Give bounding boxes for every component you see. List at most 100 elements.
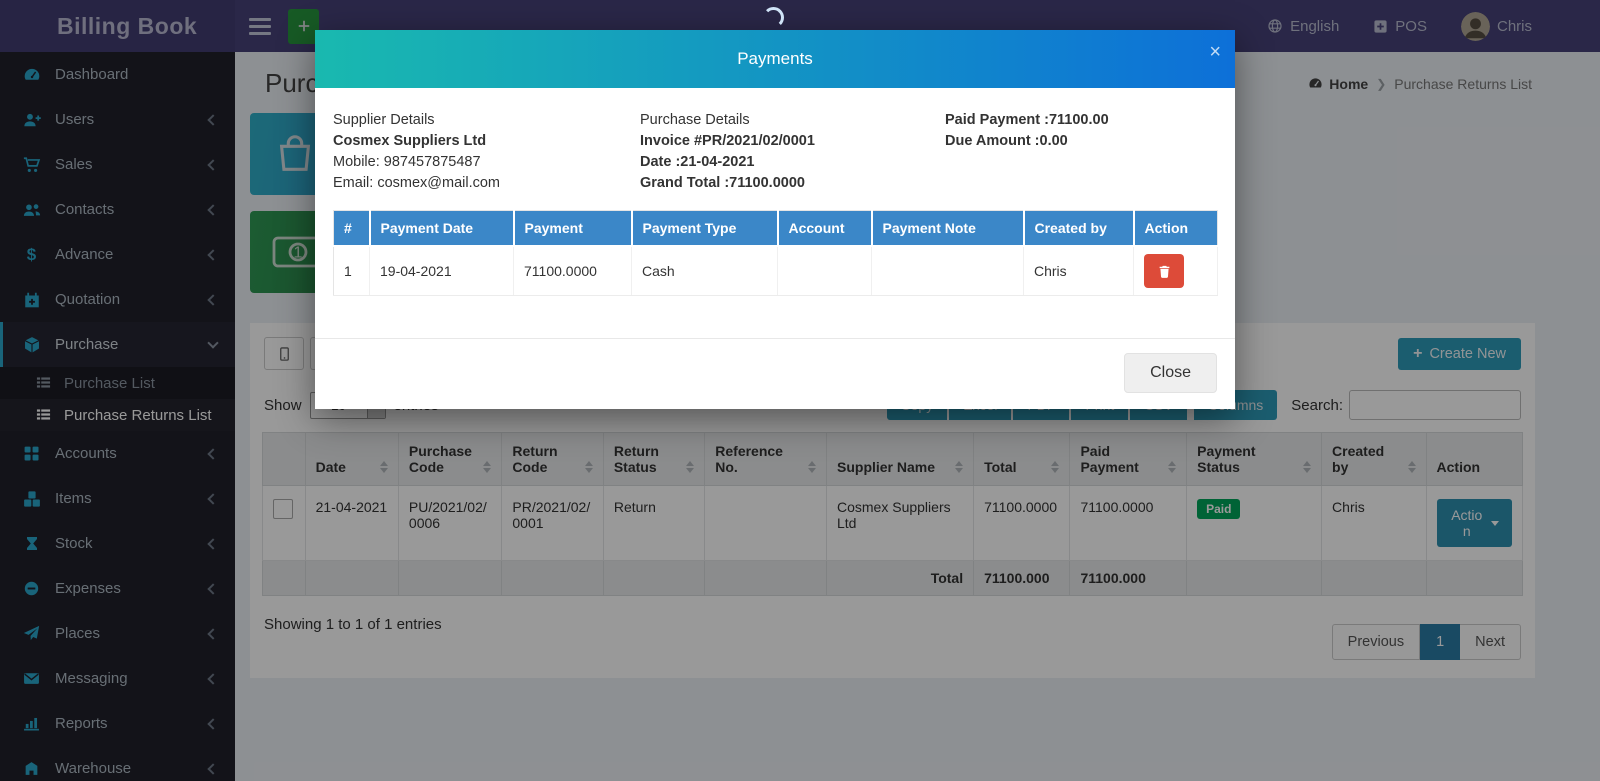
cart-icon — [22, 155, 41, 174]
col-action: Action — [1425, 432, 1524, 486]
cell-total: 71100.0000 — [973, 485, 1071, 561]
show-label: Show — [264, 396, 302, 414]
col-return-status[interactable]: Return Status — [602, 432, 706, 486]
col-purchase-code[interactable]: Purchase Code — [397, 432, 503, 486]
sidebar-item-items[interactable]: Items — [0, 476, 235, 521]
sidebar-item-sales[interactable]: Sales — [0, 142, 235, 187]
col-return-code[interactable]: Return Code — [501, 432, 604, 486]
sidebar-item-purchase-list[interactable]: Purchase List — [0, 367, 235, 399]
sidebar-item-accounts[interactable]: Accounts — [0, 431, 235, 476]
hourglass-icon — [22, 534, 41, 553]
warehouse-icon — [22, 759, 41, 778]
shopping-bag-icon — [279, 135, 311, 171]
svg-text:1: 1 — [294, 245, 303, 262]
minus-circle-icon — [22, 579, 41, 598]
sidebar-item-advance[interactable]: $ Advance — [0, 232, 235, 277]
col-payment: Payment — [512, 210, 632, 247]
purchase-date: Date :21-04-2021 — [640, 154, 755, 170]
sidebar-item-contacts[interactable]: Contacts — [0, 187, 235, 232]
search-label: Search: — [1291, 396, 1343, 414]
col-date[interactable]: Date — [304, 432, 399, 486]
user-plus-icon — [22, 110, 41, 129]
sidebar-label: Advance — [55, 246, 114, 263]
col-created-by: Created by — [1022, 210, 1134, 247]
sidebar-item-users[interactable]: Users — [0, 97, 235, 142]
paper-plane-icon — [22, 624, 41, 643]
total-label: Total — [825, 560, 975, 596]
sort-icon — [1168, 461, 1177, 475]
cell-purchase-code: PU/2021/02/0006 — [397, 485, 503, 561]
user-menu[interactable]: Chris — [1460, 11, 1532, 41]
sidebar-item-purchase-returns-list[interactable]: Purchase Returns List — [0, 399, 235, 431]
sidebar-item-reports[interactable]: Reports — [0, 701, 235, 746]
sidebar-label: Accounts — [55, 445, 117, 462]
sidebar-label: Users — [55, 111, 95, 128]
supplier-details: Supplier Details Cosmex Suppliers Ltd Mo… — [333, 110, 640, 194]
page-1-button[interactable]: 1 — [1420, 624, 1461, 660]
breadcrumb-home-link[interactable]: Home — [1308, 76, 1368, 92]
col-supplier-name[interactable]: Supplier Name — [825, 432, 975, 486]
card-view-button[interactable] — [264, 337, 304, 370]
cell-reference-no — [704, 485, 827, 561]
entries-summary: Showing 1 to 1 of 1 entries — [264, 616, 442, 633]
language-label: English — [1290, 17, 1340, 35]
plus-icon: + — [1413, 344, 1423, 362]
col-total[interactable]: Total — [973, 432, 1071, 486]
supplier-details-heading: Supplier Details — [333, 112, 435, 128]
col-payment-note: Payment Note — [870, 210, 1024, 247]
avatar — [1460, 11, 1490, 41]
invoice-number: Invoice #PR/2021/02/0001 — [640, 133, 815, 149]
list-icon — [36, 375, 52, 391]
sidebar-item-messaging[interactable]: Messaging — [0, 656, 235, 701]
sort-icon — [686, 461, 695, 475]
sidebar-label: Purchase List — [64, 374, 155, 392]
cell-payment-note — [871, 246, 1024, 296]
pos-menu[interactable]: POS — [1373, 18, 1427, 35]
cell-num: 1 — [333, 246, 370, 296]
app-logo[interactable]: Billing Book — [0, 0, 235, 52]
plus-icon — [298, 20, 309, 32]
col-payment-status[interactable]: Payment Status — [1186, 432, 1323, 486]
quick-add-button[interactable] — [288, 8, 319, 44]
supplier-name: Cosmex Suppliers Ltd — [333, 133, 487, 149]
sidebar-item-quotation[interactable]: Quotation — [0, 277, 235, 322]
sidebar-item-purchase[interactable]: Purchase — [0, 322, 235, 367]
grand-total: Grand Total :71100.0000 — [640, 175, 805, 191]
trash-icon — [1159, 265, 1169, 278]
calendar-plus-icon — [22, 290, 41, 309]
grid-icon — [22, 444, 41, 463]
delete-payment-button[interactable] — [1144, 254, 1184, 288]
table-total-row: Total 71100.000 71100.000 — [262, 560, 1524, 596]
payment-summary: Paid Payment :71100.00 Due Amount :0.00 — [945, 110, 1217, 194]
breadcrumb: Home ❯ Purchase Returns List — [1308, 76, 1532, 92]
sort-icon — [1407, 461, 1416, 475]
sidebar-item-warehouse[interactable]: Warehouse — [0, 746, 235, 781]
create-new-button[interactable]: + Create New — [1398, 337, 1521, 370]
paid-payment: Paid Payment :71100.00 — [945, 112, 1109, 128]
col-created-by[interactable]: Created by — [1321, 432, 1427, 486]
cell-created-by: Chris — [1023, 246, 1134, 296]
previous-page-button[interactable]: Previous — [1331, 624, 1421, 660]
row-action-button[interactable]: Action — [1436, 499, 1512, 547]
sidebar-item-places[interactable]: Places — [0, 611, 235, 656]
close-icon[interactable]: × — [1209, 41, 1221, 63]
list-icon — [36, 407, 52, 423]
sidebar-toggle-icon[interactable] — [249, 17, 271, 35]
sort-icon — [483, 461, 492, 475]
cell-paid-payment: 71100.0000 — [1069, 485, 1188, 561]
users-group-icon — [22, 200, 41, 219]
bar-chart-icon — [22, 714, 41, 733]
sidebar-item-stock[interactable]: Stock — [0, 521, 235, 566]
close-button[interactable]: Close — [1124, 353, 1217, 393]
cell-date: 21-04-2021 — [304, 485, 399, 561]
search-input[interactable] — [1349, 390, 1521, 420]
col-paid-payment[interactable]: Paid Payment — [1069, 432, 1188, 486]
language-menu[interactable]: English — [1267, 18, 1339, 35]
row-checkbox[interactable] — [273, 499, 293, 519]
next-page-button[interactable]: Next — [1460, 624, 1521, 660]
sidebar-item-dashboard[interactable]: Dashboard — [0, 52, 235, 97]
modal-header: Payments × — [315, 30, 1235, 88]
purchase-returns-table: Date Purchase Code Return Code Return St… — [262, 432, 1524, 596]
payments-header-row: # Payment Date Payment Payment Type Acco… — [333, 210, 1218, 247]
sidebar-item-expenses[interactable]: Expenses — [0, 566, 235, 611]
